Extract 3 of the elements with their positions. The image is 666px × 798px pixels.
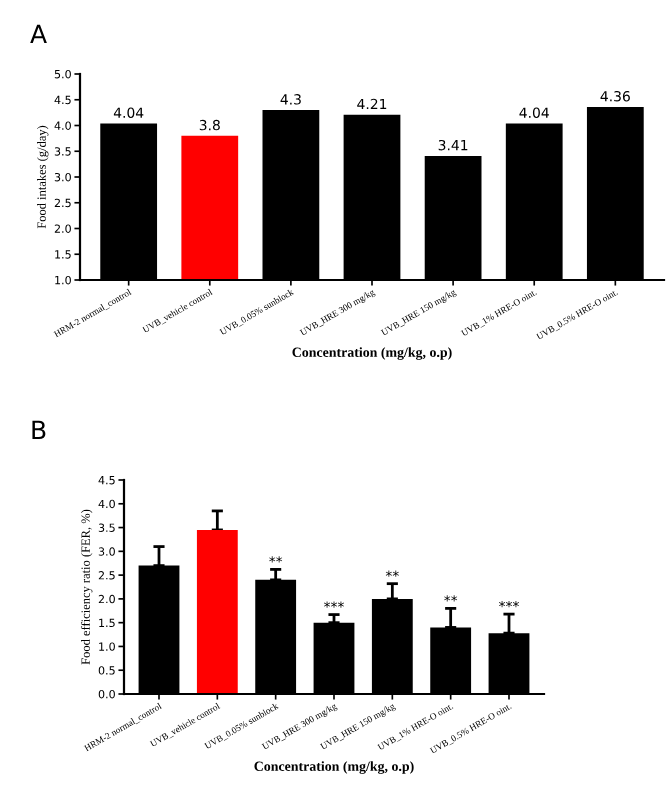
chart-title: B: [32, 420, 46, 439]
chart-title: A: [30, 24, 47, 43]
bar: [196, 529, 238, 694]
